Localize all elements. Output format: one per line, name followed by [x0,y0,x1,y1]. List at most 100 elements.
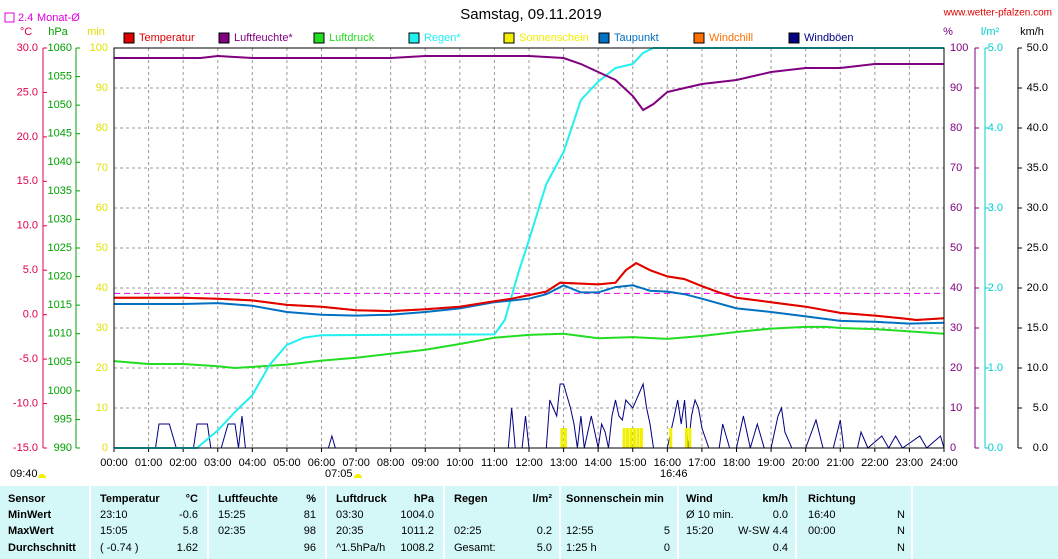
y-tick-label: 10.0 [1027,362,1048,374]
sunshine-bar [688,428,692,448]
y-tick-label: 3.0 [988,202,1003,214]
y-tick-label: 0 [102,442,108,454]
sunshine-bar [626,428,630,448]
y-tick-label: 60 [950,202,962,214]
legend-swatch [313,32,325,44]
x-tick-label: 13:00 [550,457,578,469]
legend-label: Taupunkt [614,32,659,44]
table-header: Luftdruck [336,493,388,505]
y-tick-label: 1015 [48,299,72,311]
y-tick-label: 90 [96,82,108,94]
table-cell: 02:25 [454,525,482,537]
y-tick-label: 0.0 [1033,442,1048,454]
legend-label: Sonnenschein [519,32,589,44]
y-tick-label: 1030 [48,213,72,225]
table-cell: 98 [304,525,316,537]
y-tick-label: 1.0 [988,362,1003,374]
series-line [114,284,945,325]
table-header: Sonnenschein min [566,493,664,505]
plot-border [113,47,945,449]
legend-swatch [693,32,705,44]
y-tick-label: 25.0 [1027,242,1048,254]
table-cell: 0.4 [773,542,788,554]
axis-unit: min [87,26,105,38]
table-cell: MaxWert [8,525,54,537]
axis-unit: % [943,26,953,38]
x-tick-label: 04:00 [239,457,267,469]
y-tick-label: 60 [96,202,108,214]
x-tick-label: 14:00 [584,457,612,469]
series-line [113,325,945,370]
x-tick-label: 12:00 [515,457,543,469]
y-tick-label: 40 [96,282,108,294]
table-cell: 00:00 [808,525,836,537]
table-header: Temperatur [100,493,160,505]
table-cell: 5.8 [183,525,198,537]
legend-label: Luftdruck [329,32,375,44]
y-tick-label: 10.0 [17,220,38,232]
y-tick-label: 1005 [48,356,72,368]
sunshine-bar [622,428,626,448]
y-tick-label: 10 [950,402,962,414]
table-header: km/h [762,493,788,505]
legend-swatch [408,32,420,44]
y-tick-label: 30 [96,322,108,334]
x-tick-label: 01:00 [135,457,163,469]
table-cell: 81 [304,509,316,521]
table-cell: ^1.5hPa/h [336,542,385,554]
y-tick-label: 70 [950,162,962,174]
x-tick-label: 16:00 [654,457,682,469]
table-cell: N [897,525,905,537]
x-tick-label: 24:00 [930,457,958,469]
legend-swatch [503,32,515,44]
legend-label: Windböen [804,32,854,44]
y-tick-label: 1025 [48,242,72,254]
x-tick-label: 15:00 [619,457,647,469]
annotation: 16:46 [660,468,688,480]
y-tick-label: 5.0 [1033,402,1048,414]
table-background [0,486,1058,559]
x-tick-label: 20:00 [792,457,820,469]
y-tick-label: 15.0 [17,175,38,187]
y-tick-label: 2.0 [988,282,1003,294]
table-cell: 1008.2 [400,542,434,554]
legend-swatch [788,32,800,44]
y-tick-label: 70 [96,162,108,174]
x-tick-label: 21:00 [826,457,854,469]
x-tick-label: 17:00 [688,457,716,469]
legend-swatch [123,32,135,44]
table-cell: 15:20 [686,525,714,537]
table-cell: 23:10 [100,509,128,521]
y-tick-label: 990 [54,442,72,454]
sun-icon [38,474,46,478]
y-tick-label: 1045 [48,128,72,140]
table-cell: 20:35 [336,525,364,537]
y-tick-label: 4.0 [988,122,1003,134]
axis-unit: l/m² [981,26,1000,38]
sunshine-bar [639,428,643,448]
axis-unit: hPa [48,26,68,38]
x-tick-label: 02:00 [169,457,197,469]
table-cell: Durchschnitt [8,542,76,554]
table-cell: -0.6 [179,509,198,521]
sunshine-bar [632,428,636,448]
monthly-avg-label: Monat-Ø [37,12,80,24]
y-tick-label: 40 [950,282,962,294]
axis-unit: km/h [1020,26,1044,38]
y-tick-label: 45.0 [1027,82,1048,94]
x-tick-label: 05:00 [273,457,301,469]
table-cell: 5 [664,525,670,537]
monthly-avg-value: 2.4 [18,12,33,24]
table-cell: 15:25 [218,509,246,521]
y-tick-label: 20.0 [17,131,38,143]
table-cell: W-SW 4.4 [738,525,788,537]
annotation: 09:40 [10,468,38,480]
series-line [114,47,944,449]
table-header: Wind [686,493,713,505]
x-tick-label: 06:00 [308,457,336,469]
source: www.wetter-pfalzen.com [943,8,1052,19]
y-tick-label: 1040 [48,156,72,168]
table-header: hPa [414,493,435,505]
